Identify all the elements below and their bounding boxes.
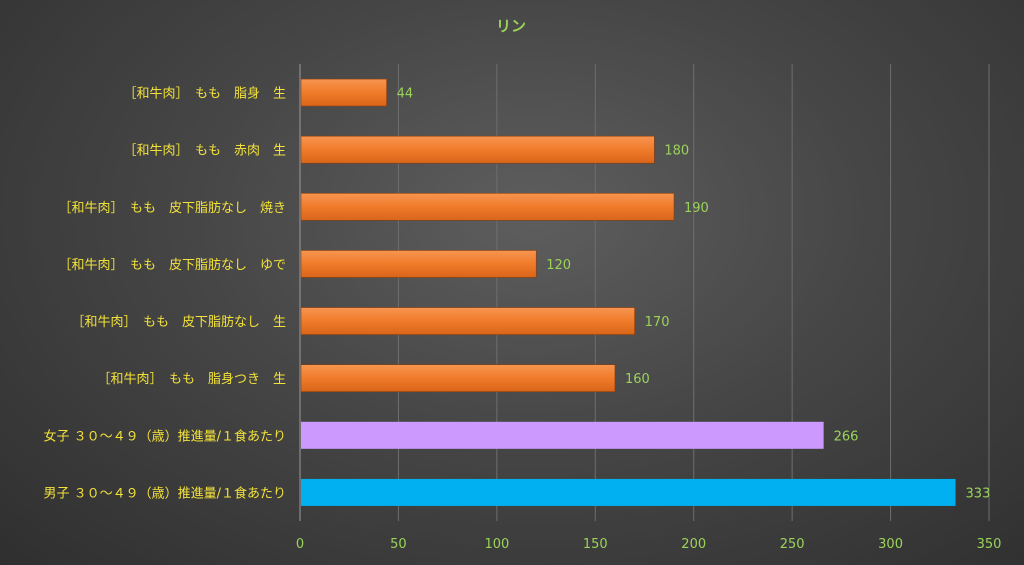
x-tick-label: 50 — [390, 537, 407, 552]
category-label: ［和牛肉］ もも 皮下脂肪なし 焼き — [58, 200, 286, 216]
category-labels: ［和牛肉］ もも 脂身 生 ［和牛肉］ もも 赤肉 生 ［和牛肉］ もも 皮下脂肪な… — [43, 86, 286, 502]
x-tick-label: 300 — [878, 537, 903, 552]
bar — [300, 250, 537, 278]
gridlines — [299, 64, 990, 521]
category-label: ［和牛肉］ もも 脂身 生 — [123, 86, 286, 102]
bar — [301, 421, 824, 449]
category-label: ［和牛肉］ もも 皮下脂肪なし 生 — [71, 314, 286, 330]
category-label: 女子 ３０～４９（歳）推進量/１食あたり — [43, 428, 286, 444]
category-label: ［和牛肉］ もも 赤肉 生 — [123, 144, 286, 159]
data-label: 120 — [546, 258, 571, 273]
bar — [301, 478, 956, 506]
data-label: 44 — [397, 87, 414, 102]
bar — [300, 135, 655, 164]
data-label: 266 — [834, 429, 859, 444]
bar — [300, 193, 675, 221]
data-labels: 44 180 190 120 170 160 266 333 — [397, 87, 991, 502]
category-label: ［和牛肉］ もも 脂身つき 生 — [97, 371, 286, 387]
data-label: 170 — [645, 315, 670, 330]
bar — [300, 364, 616, 392]
data-label: 333 — [966, 486, 991, 501]
x-tick-label: 200 — [681, 537, 706, 552]
x-tick-label: 150 — [583, 537, 608, 552]
category-label: ［和牛肉］ もも 皮下脂肪なし ゆで — [58, 257, 286, 273]
bar — [300, 307, 635, 335]
bar — [300, 78, 387, 107]
chart-title: リン — [496, 17, 526, 35]
category-label: 男子 ３０～４９（歳）推進量/１食あたり — [43, 485, 286, 501]
x-axis-ticks: 0 50 100 150 200 250 300 350 — [296, 537, 1002, 552]
x-tick-label: 250 — [780, 537, 805, 552]
data-label: 180 — [664, 144, 689, 159]
data-label: 190 — [684, 201, 709, 216]
x-tick-label: 100 — [484, 537, 509, 552]
x-tick-label: 0 — [296, 537, 304, 552]
bars — [300, 78, 956, 506]
data-label: 160 — [625, 372, 650, 387]
x-tick-label: 350 — [977, 537, 1002, 552]
